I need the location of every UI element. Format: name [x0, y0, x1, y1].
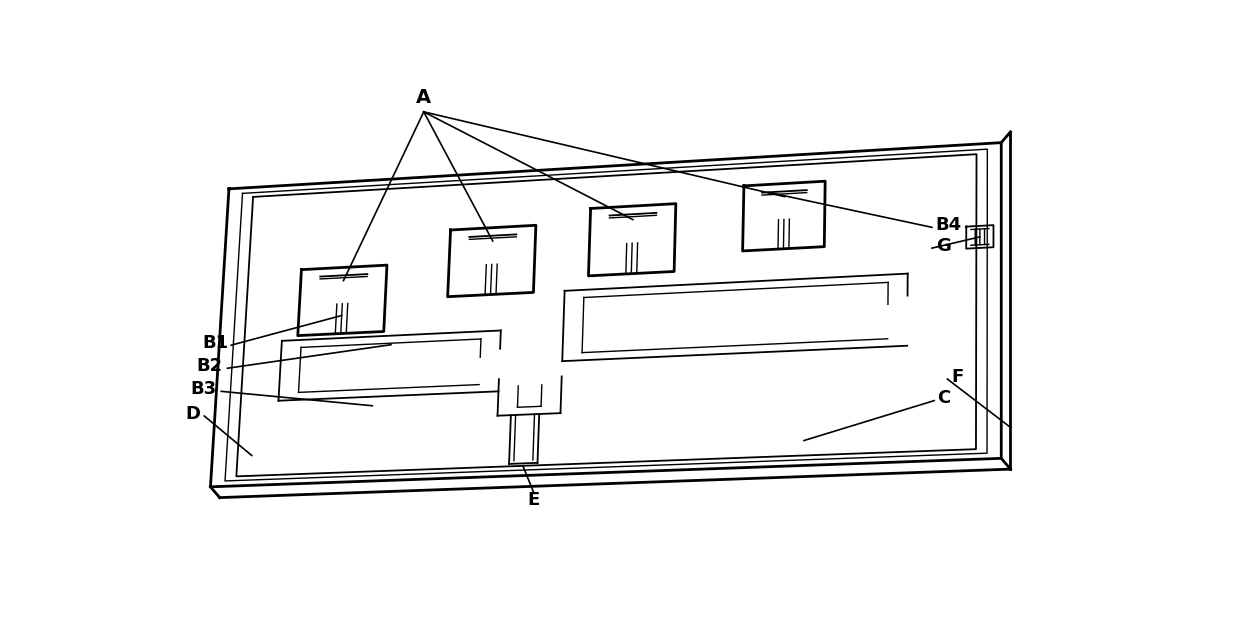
Text: B3: B3: [191, 380, 217, 398]
Text: E: E: [528, 491, 539, 509]
Text: A: A: [417, 89, 432, 107]
Text: C: C: [937, 389, 951, 407]
Text: B2: B2: [197, 357, 223, 375]
Text: F: F: [951, 368, 963, 386]
Text: D: D: [185, 405, 200, 422]
Text: B4: B4: [936, 216, 962, 234]
Text: B1: B1: [203, 334, 229, 352]
Text: G: G: [936, 237, 951, 255]
